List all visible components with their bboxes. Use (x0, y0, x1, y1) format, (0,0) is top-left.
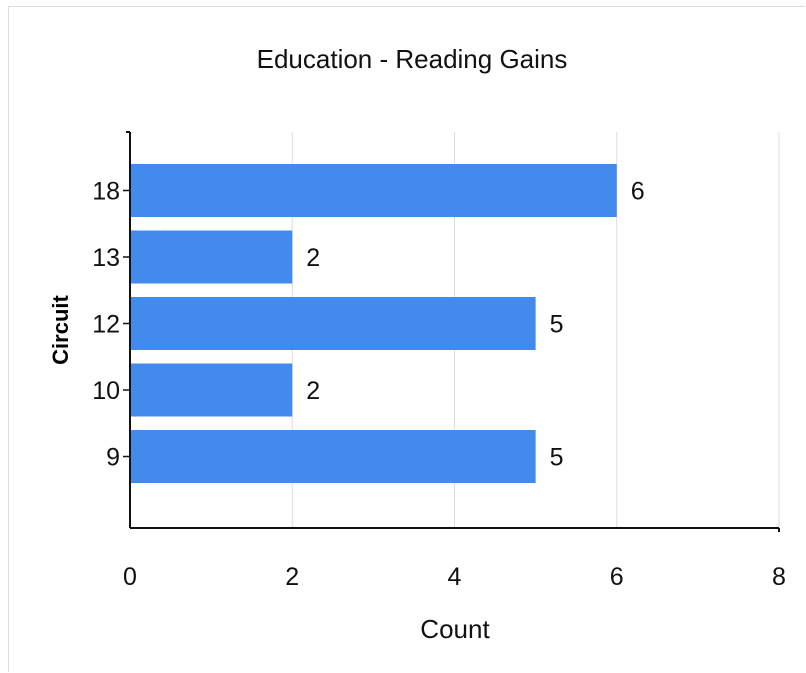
y-axis-title: Circuit (48, 294, 73, 364)
chart-title: Education - Reading Gains (257, 44, 568, 74)
x-axis-title: Count (420, 614, 490, 644)
bars (130, 164, 617, 483)
x-tick-label: 0 (123, 563, 137, 591)
x-tick-label: 6 (610, 563, 624, 591)
bar-10 (130, 363, 293, 417)
y-tick-label: 9 (106, 444, 120, 472)
data-label-13: 2 (306, 244, 320, 272)
data-label-10: 2 (306, 377, 320, 405)
x-tick-label: 2 (285, 563, 299, 591)
data-label-18: 6 (631, 178, 645, 206)
data-label-12: 5 (550, 311, 564, 339)
bar-9 (130, 430, 536, 483)
x-tick-label: 4 (448, 563, 462, 591)
bar-18 (130, 164, 617, 217)
data-labels: 6 2 5 2 5 (306, 178, 644, 472)
tick-labels: 0 2 4 6 8 18 13 12 10 9 (92, 178, 786, 592)
y-tick-label: 18 (92, 178, 120, 206)
y-tick-label: 12 (92, 311, 120, 339)
bar-13 (130, 230, 293, 284)
x-tick-label: 8 (772, 563, 786, 591)
y-tick-label: 10 (92, 377, 120, 405)
bar-12 (130, 297, 536, 350)
y-tick-label: 13 (92, 244, 120, 272)
axes (123, 131, 780, 532)
data-label-9: 5 (550, 444, 564, 472)
